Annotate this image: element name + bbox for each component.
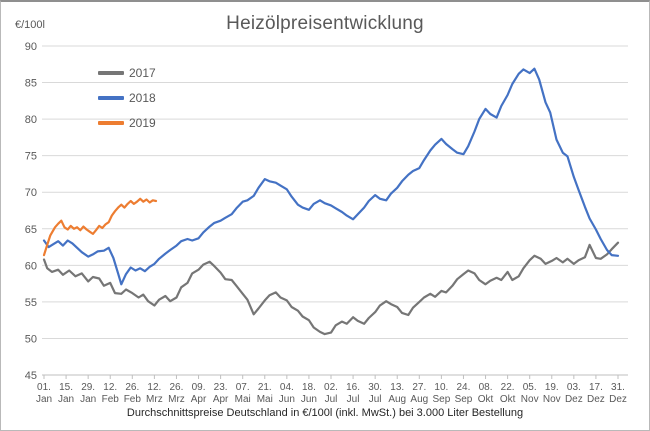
x-tick-month-label: Jan (36, 394, 52, 405)
x-tick-day-label: 31. (611, 382, 625, 393)
x-tick-month-label: Jun (301, 394, 317, 405)
x-tick-month-label: Feb (124, 394, 142, 405)
y-tick-label-65: 65 (25, 224, 37, 236)
x-tick-month-label: Mrz (168, 394, 185, 405)
x-tick-month-label: Jul (325, 394, 338, 405)
x-tick-day-label: 30. (368, 382, 382, 393)
legend-item-2017: 2017 (98, 66, 156, 80)
y-tick-label-55: 55 (25, 297, 37, 309)
x-tick-month-label: Mai (257, 394, 273, 405)
chart-caption: Durchschnittspreise Deutschland in €/100… (126, 407, 524, 419)
x-tick-month-label: Mrz (146, 394, 163, 405)
legend-label-2018: 2018 (129, 91, 156, 105)
x-tick-day-label: 23. (214, 382, 228, 393)
x-tick-day-label: 17. (589, 382, 603, 393)
legend-label-2017: 2017 (129, 66, 156, 80)
x-tick-month-label: Dez (565, 394, 583, 405)
y-tick-label-60: 60 (25, 260, 37, 272)
y-tick-label-80: 80 (25, 114, 37, 126)
chart-legend: 2017 2018 2019 (98, 66, 156, 130)
x-tick-day-label: 22. (501, 382, 515, 393)
x-tick-day-label: 26. (125, 382, 139, 393)
x-tick-day-label: 08. (479, 382, 493, 393)
series-line-2018 (42, 67, 620, 286)
x-tick-day-label: 24. (457, 382, 471, 393)
series-line-2019 (42, 197, 158, 257)
x-tick-day-label: 12. (103, 382, 117, 393)
x-tick-day-label: 29. (81, 382, 95, 393)
legend-item-2018: 2018 (98, 91, 156, 105)
legend-swatch-2019 (98, 121, 124, 125)
y-axis-unit-label: €/100l (15, 19, 45, 31)
x-tick-month-label: Okt (478, 394, 494, 405)
x-tick-month-label: Dez (609, 394, 627, 405)
x-tick-day-label: 12. (147, 382, 161, 393)
x-tick-month-label: Apr (191, 394, 207, 405)
x-tick-month-label: Aug (410, 394, 428, 405)
x-tick-day-label: 10. (434, 382, 448, 393)
legend-swatch-2018 (98, 96, 124, 100)
x-tick-month-label: Okt (500, 394, 516, 405)
x-tick-day-label: 15. (59, 382, 73, 393)
x-tick-day-label: 03. (567, 382, 581, 393)
x-tick-day-label: 19. (545, 382, 559, 393)
x-tick-day-label: 04. (280, 382, 294, 393)
x-tick-day-label: 05. (523, 382, 537, 393)
x-tick-month-label: Sep (432, 394, 450, 405)
x-tick-month-label: Jan (80, 394, 96, 405)
x-tick-day-label: 07. (236, 382, 250, 393)
x-tick-month-label: Aug (388, 394, 406, 405)
x-tick-day-label: 27. (412, 382, 426, 393)
chart-title: Heizölpreisentwicklung (226, 13, 424, 34)
x-tick-day-label: 09. (192, 382, 206, 393)
x-tick-day-label: 18. (302, 382, 316, 393)
x-tick-month-label: Jan (58, 394, 74, 405)
legend-label-2019: 2019 (129, 116, 156, 130)
x-tick-month-label: Dez (587, 394, 605, 405)
x-tick-month-label: Mai (235, 394, 251, 405)
x-tick-day-label: 21. (258, 382, 272, 393)
x-tick-month-label: Sep (455, 394, 473, 405)
x-tick-day-label: 26. (170, 382, 184, 393)
y-tick-label-75: 75 (25, 151, 37, 163)
y-tick-label-70: 70 (25, 187, 37, 199)
x-tick-day-label: 02. (324, 382, 338, 393)
x-tick-month-label: Feb (102, 394, 120, 405)
x-tick-month-label: Nov (521, 394, 539, 405)
y-tick-label-45: 45 (25, 370, 37, 382)
legend-swatch-2017 (98, 71, 124, 75)
x-tick-month-label: Jul (369, 394, 382, 405)
x-tick-month-label: Jul (347, 394, 360, 405)
y-tick-label-85: 85 (25, 78, 37, 90)
legend-item-2019: 2019 (98, 116, 156, 130)
x-tick-day-label: 13. (390, 382, 404, 393)
x-tick-day-label: 01. (37, 382, 51, 393)
y-tick-label-90: 90 (25, 41, 37, 53)
x-tick-month-label: Jun (279, 394, 295, 405)
x-tick-day-label: 16. (346, 382, 360, 393)
y-tick-label-50: 50 (25, 333, 37, 345)
series-line-2017 (42, 241, 620, 336)
x-tick-month-label: Nov (543, 394, 561, 405)
x-tick-month-label: Apr (213, 394, 229, 405)
